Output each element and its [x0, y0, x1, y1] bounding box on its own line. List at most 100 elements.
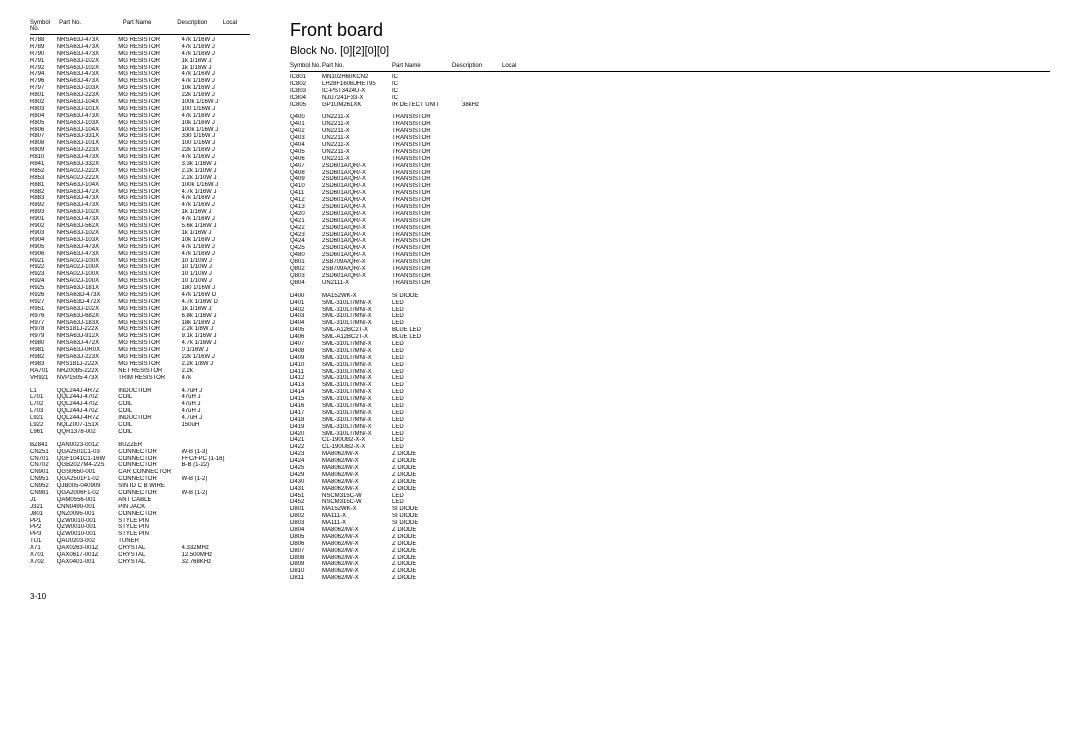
cell: TRANSISTOR [392, 156, 462, 163]
cell: D400 [290, 293, 322, 300]
cell: NRSA63D-472X [57, 299, 118, 306]
cell [517, 568, 547, 575]
right-column: Front board Block No. [0][2][0][0] Symbo… [290, 20, 1050, 582]
cell [462, 81, 517, 88]
table-row: R804NRSA63J-473XMG RESISTOR47k 1/16W J [30, 113, 250, 120]
cell: D423 [290, 451, 322, 458]
cell: NRSA63J-181X [57, 285, 118, 292]
table-row: R794NRSA63J-473XMG RESISTOR47k 1/16W J [30, 71, 250, 78]
cell [462, 300, 517, 307]
table-row: D408SML-310LT/MN/-XLED [290, 348, 547, 355]
table-row: D400MA152WK-XSI DIODE [290, 293, 547, 300]
cell: Q404 [290, 142, 322, 149]
cell [462, 156, 517, 163]
cell: 10 1/10W J [182, 264, 232, 271]
cell [517, 293, 547, 300]
table-row: D429MA8062/M/-XZ DIODE [290, 472, 547, 479]
table-row: R852NRSA02J-222XMG RESISTOR2.2k 1/10W J [30, 168, 250, 175]
cell: NRSA63J-473X [57, 251, 118, 258]
cell: COIL [118, 422, 181, 429]
cell: ANT CABLE [118, 497, 181, 504]
table-row: R976NRSA63J-682XMG RESISTOR6.8k 1/16W J [30, 313, 250, 320]
cell [517, 431, 547, 438]
table-row: D414SML-310LT/MN/-XLED [290, 389, 547, 396]
cell: D809 [290, 561, 322, 568]
cell: IC [392, 88, 462, 95]
table-row: Q4252SD601A/QR/-XTRANSISTOR [290, 245, 547, 252]
cell: R981 [30, 347, 57, 354]
cell: D414 [290, 389, 322, 396]
cell: NRZ0085-222X [57, 368, 118, 375]
cell: MG RESISTOR [118, 44, 181, 51]
cell: NRS181J-222X [57, 326, 118, 333]
cell: MG RESISTOR [118, 92, 181, 99]
cell [232, 497, 250, 504]
cell: R921 [30, 258, 57, 265]
cell [517, 225, 547, 232]
cell [462, 465, 517, 472]
cell [517, 238, 547, 245]
table-row: R796NRSA63J-473XMG RESISTOR47k 1/16W J [30, 78, 250, 85]
cell: Z DIODE [392, 465, 462, 472]
cell: Z DIODE [392, 548, 462, 555]
table-row: R841NRSA63J-332XMG RESISTOR3.3k 1/16W J [30, 161, 250, 168]
cell: NRSA02J-222X [57, 168, 118, 175]
cell [232, 120, 250, 127]
cell: CRYSTAL [118, 545, 181, 552]
cell [462, 506, 517, 513]
hdr-desc: Description [452, 63, 502, 69]
cell: MG RESISTOR [118, 113, 181, 120]
cell: MG RESISTOR [118, 85, 181, 92]
cell: 330 1/16W J [182, 133, 232, 140]
cell: MG RESISTOR [118, 189, 181, 196]
cell: D406 [290, 334, 322, 341]
cell: R796 [30, 78, 57, 85]
cell [232, 127, 250, 134]
table-row: R977NRSA63J-183XMG RESISTOR18k 1/16W J [30, 320, 250, 327]
table-row: Q4122SD601A/QR/-XTRANSISTOR [290, 197, 547, 204]
table-row: R810NRSA63J-473XMG RESISTOR47k 1/16W J [30, 154, 250, 161]
cell: NRSA63J-473X [57, 44, 118, 51]
cell [462, 458, 517, 465]
cell: 4.7k 1/16W D [182, 299, 232, 306]
cell [232, 209, 250, 216]
table-row: R951NRSA63J-102XMG RESISTOR1k 1/16W J [30, 306, 250, 313]
cell: MG RESISTOR [118, 37, 181, 44]
cell [232, 422, 250, 429]
cell: GP1UM261XK [322, 102, 392, 109]
page-title: Front board [290, 20, 1050, 41]
cell: R983 [30, 361, 57, 368]
cell: D409 [290, 355, 322, 362]
cell: D803 [290, 520, 322, 527]
cell: IC-PST3424U-X [322, 88, 392, 95]
cell [462, 204, 517, 211]
cell: SML-A12BC2T-X [322, 327, 392, 334]
cell [517, 156, 547, 163]
cell: CN951 [30, 476, 57, 483]
table-row: D412SML-310LT/MN/-XLED [290, 375, 547, 382]
cell: UN2211-X [322, 142, 392, 149]
cell: MG RESISTOR [118, 71, 181, 78]
cell: R805 [30, 120, 57, 127]
table-row: Q404UN2211-XTRANSISTOR [290, 142, 547, 149]
cell [232, 361, 250, 368]
cell: 47uH J [182, 394, 232, 401]
cell [462, 410, 517, 417]
cell [232, 168, 250, 175]
table-row: D405SML-A12BC2T-XBLUE LED [290, 327, 547, 334]
cell: MA8062/M/-X [322, 548, 392, 555]
cell [462, 190, 517, 197]
cell: R924 [30, 278, 57, 285]
cell: 10 1/10W J [182, 278, 232, 285]
cell: TRANSISTOR [392, 225, 462, 232]
left-header-row: Symbol No. Part No. Part Name Descriptio… [30, 20, 250, 35]
cell: R788 [30, 37, 57, 44]
cell: TRANSISTOR [392, 197, 462, 204]
table-row: D808MA8062/M/-XZ DIODE [290, 555, 547, 562]
cell: LH28F160BJHET95 [322, 81, 392, 88]
cell: 1k 1/16W J [182, 306, 232, 313]
table-row: D430MA8062/M/-XZ DIODE [290, 479, 547, 486]
table-row: D413SML-310LT/MN/-XLED [290, 382, 547, 389]
table-row: D811MA8062/M/-XZ DIODE [290, 575, 547, 582]
cell: MG RESISTOR [118, 347, 181, 354]
